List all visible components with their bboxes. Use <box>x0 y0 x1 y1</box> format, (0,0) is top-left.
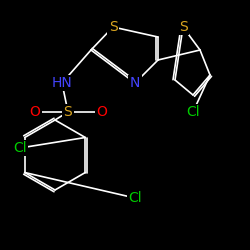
Text: N: N <box>130 76 140 90</box>
Text: Cl: Cl <box>128 191 142 205</box>
Text: HN: HN <box>52 76 72 90</box>
Text: Cl: Cl <box>186 105 200 119</box>
Text: Cl: Cl <box>13 141 27 155</box>
Text: S: S <box>64 105 72 119</box>
Text: O: O <box>30 105 40 119</box>
Text: O: O <box>96 105 108 119</box>
Text: S: S <box>178 20 188 34</box>
Text: S: S <box>108 20 118 34</box>
